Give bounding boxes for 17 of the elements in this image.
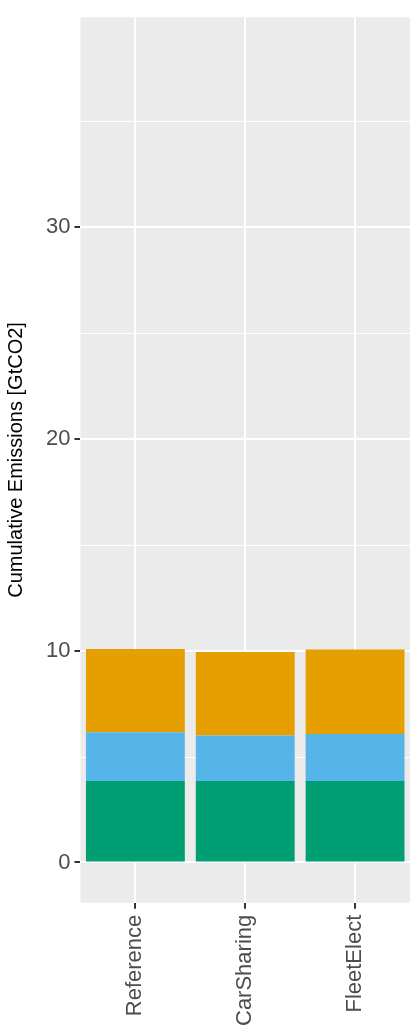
bar bbox=[85, 732, 185, 781]
x-tick-label: FleetElect bbox=[341, 914, 367, 1013]
y-tick-label: 10 bbox=[45, 636, 71, 662]
bar bbox=[305, 780, 405, 862]
y-tick-label: 0 bbox=[58, 848, 71, 874]
bar bbox=[195, 735, 295, 781]
bar bbox=[305, 649, 405, 734]
bar bbox=[195, 780, 295, 862]
bar bbox=[85, 780, 185, 862]
bar bbox=[85, 648, 185, 733]
y-tick-label: 20 bbox=[45, 424, 71, 450]
x-tick-label: CarSharing bbox=[231, 914, 257, 1026]
bar bbox=[305, 733, 405, 781]
y-tick-label: 30 bbox=[45, 212, 71, 238]
bar bbox=[195, 651, 295, 736]
y-axis-title: Cumulative Emissions [GtCO2] bbox=[3, 322, 26, 598]
x-tick-label: Reference bbox=[121, 914, 147, 1017]
